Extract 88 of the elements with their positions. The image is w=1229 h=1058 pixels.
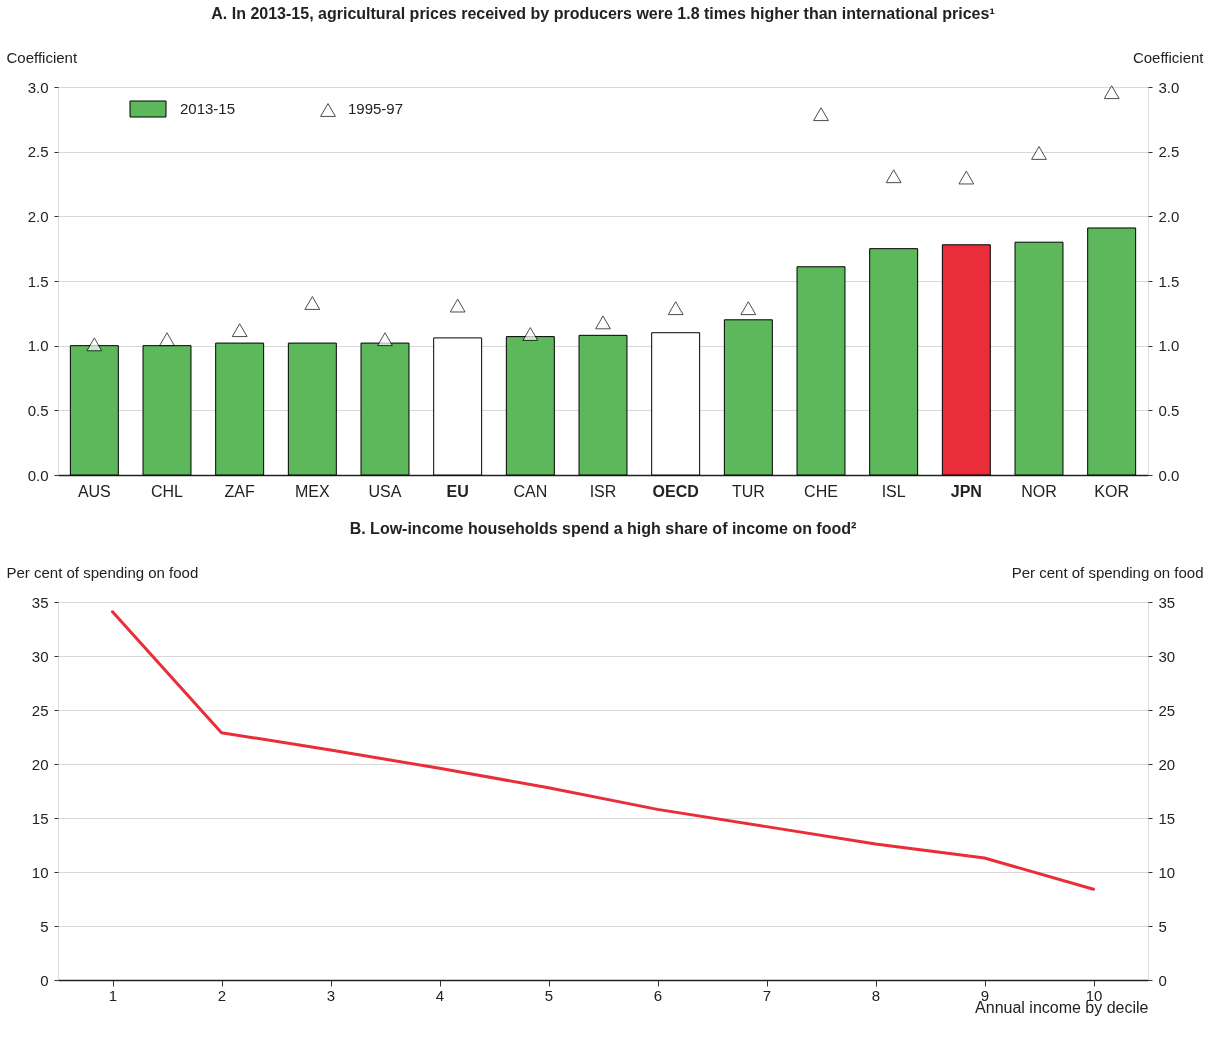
y2-tick-label: 15: [1158, 809, 1176, 827]
bar: [723, 319, 773, 476]
y-tick-label: 0.5: [27, 401, 49, 419]
x-tick-label: NOR: [1021, 482, 1057, 500]
bar: [796, 266, 846, 476]
x-tick-label: 4: [435, 986, 445, 1004]
y2-tick-label: 0.5: [1158, 401, 1180, 419]
legend-label: 1995-97: [348, 100, 404, 117]
bar: [941, 244, 991, 476]
point: [885, 169, 902, 184]
bar: [651, 332, 701, 476]
bar: [215, 342, 265, 476]
y-tick-label: 35: [31, 593, 49, 611]
point: [1031, 146, 1047, 160]
point: [740, 301, 757, 316]
point: [449, 298, 466, 313]
y-tick-label: 2.0: [27, 207, 49, 225]
x-tick-label: 7: [762, 986, 772, 1004]
x-tick-label: AUS: [77, 482, 111, 500]
point: [304, 296, 321, 310]
point: [377, 332, 393, 347]
y2-tick-label: 10: [1158, 863, 1176, 881]
y-tick-label: 10: [31, 863, 49, 881]
x-tick-label: ISR: [589, 482, 617, 500]
x-tick-label: ISL: [881, 482, 906, 500]
y-axis-title: Coefficient: [6, 48, 78, 66]
y2-tick-label: 0.0: [1158, 466, 1180, 484]
y2-tick-label: 5: [1158, 917, 1167, 935]
x-tick-label: 8: [871, 986, 881, 1004]
y2-axis-title: Per cent of spending on food: [1011, 563, 1204, 581]
bar: [287, 342, 337, 476]
line-series: [111, 610, 1095, 891]
point: [1103, 85, 1120, 100]
point: [231, 323, 248, 338]
x-tick-label: USA: [368, 482, 402, 500]
y2-axis-title: Coefficient: [1132, 48, 1205, 66]
y-tick-label: 20: [31, 755, 49, 773]
y-tick-label: 5: [40, 917, 49, 935]
bar: [578, 334, 628, 476]
y2-tick-label: 1.0: [1158, 337, 1180, 355]
x-tick-label: CAN: [513, 482, 548, 500]
y2-tick-label: 0: [1158, 971, 1167, 989]
bar: [1087, 227, 1137, 476]
y-tick-label: 25: [31, 701, 49, 719]
y2-tick-label: 3.0: [1158, 78, 1180, 96]
y-tick-label: 2.5: [27, 143, 49, 161]
legend-label: 2013-15: [180, 100, 236, 117]
point: [86, 337, 103, 352]
x-tick-label: 5: [544, 986, 554, 1004]
y2-tick-label: 20: [1158, 755, 1176, 773]
point: [667, 301, 684, 316]
point: [595, 315, 611, 330]
y2-tick-label: 2.5: [1158, 143, 1180, 161]
chart-title: B. Low-income households spend a high share of income on food²: [349, 520, 857, 537]
x-tick-label: CHL: [150, 482, 184, 500]
y-tick-label: 1.5: [27, 272, 49, 290]
y2-tick-label: 1.5: [1158, 272, 1180, 290]
y-tick-label: 0.0: [27, 466, 49, 484]
point: [522, 327, 539, 341]
point: [813, 107, 829, 122]
point: [159, 332, 175, 347]
x-tick-label: ZAF: [224, 482, 255, 500]
x-tick-label: 1: [108, 986, 118, 1004]
bar: [433, 337, 483, 476]
y-tick-label: 1.0: [27, 337, 49, 355]
point: [958, 170, 975, 185]
bar: [869, 248, 919, 476]
bar: [1014, 241, 1064, 476]
y2-tick-label: 25: [1158, 701, 1176, 719]
x-tick-label: EU: [446, 482, 469, 500]
y2-tick-label: 2.0: [1158, 207, 1180, 225]
y2-tick-label: 30: [1158, 647, 1176, 665]
y-tick-label: 3.0: [27, 78, 49, 96]
y-tick-label: 30: [31, 647, 49, 665]
x-tick-label: TUR: [731, 482, 765, 500]
x-tick-label: 2: [217, 986, 227, 1004]
chart-title: A. In 2013-15, agricultural prices received by producers were 1.8 times higher than international prices¹: [211, 5, 995, 22]
y-axis-title: Per cent of spending on food: [6, 563, 199, 581]
x-tick-label: CHE: [804, 482, 838, 500]
x-tick-label: KOR: [1094, 482, 1129, 500]
x-tick-label: 3: [326, 986, 336, 1004]
y-tick-label: 15: [31, 809, 49, 827]
x-tick-label: MEX: [295, 482, 330, 500]
x-tick-label: OECD: [652, 482, 699, 500]
y-tick-label: 0: [40, 971, 49, 989]
y2-tick-label: 35: [1158, 593, 1176, 611]
x-tick-label: 6: [653, 986, 663, 1004]
x-tick-label: JPN: [950, 482, 982, 500]
